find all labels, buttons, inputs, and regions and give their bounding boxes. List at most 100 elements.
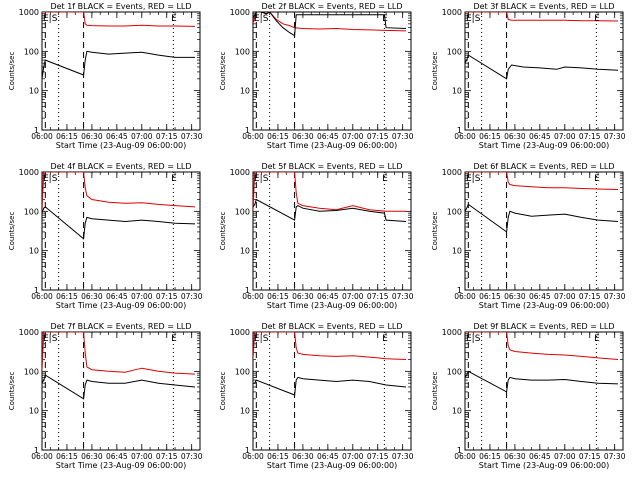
panel-title: Det 8f BLACK = Events, RED = LLD xyxy=(261,322,402,331)
x-tick-label: 07:00 xyxy=(554,132,576,141)
x-tick-label: 06:45 xyxy=(106,292,128,301)
x-tick-label: 06:15 xyxy=(56,292,78,301)
y-tick-label: 1000 xyxy=(442,328,462,337)
x-tick-label: 07:30 xyxy=(392,292,414,301)
y-axis-label: Counts/sec xyxy=(8,52,16,91)
event-marker-label: E|S xyxy=(254,334,269,344)
event-marker-label: E|S xyxy=(254,174,269,184)
x-tick-label: 06:45 xyxy=(529,292,551,301)
x-axis-label: Start Time (23-Aug-09 06:00:00) xyxy=(56,461,187,470)
plot-frame xyxy=(41,171,201,291)
y-axis-label: Counts/sec xyxy=(431,372,439,411)
x-tick-label: 07:30 xyxy=(181,452,203,461)
x-tick-label: 06:15 xyxy=(56,452,78,461)
series-line-events xyxy=(42,374,196,400)
series-line-lld xyxy=(465,332,619,360)
panel-title: Det 7f BLACK = Events, RED = LLD xyxy=(50,322,191,331)
x-tick-label: 06:30 xyxy=(504,132,526,141)
panel-det-3f: Det 3f BLACK = Events, RED = LLD 1 10 100 10… xyxy=(431,2,626,150)
x-axis-label: Start Time (23-Aug-09 06:00:00) xyxy=(56,301,187,310)
series-line-lld xyxy=(465,12,619,22)
x-tick-label: 06:00 xyxy=(454,292,476,301)
event-marker-label: E xyxy=(382,334,388,344)
x-tick-label: 07:15 xyxy=(367,452,389,461)
x-tick-label: 06:00 xyxy=(31,292,53,301)
event-marker-label: E|S xyxy=(254,14,269,24)
y-axis-label: Counts/sec xyxy=(219,52,227,91)
event-marker-label: E|S xyxy=(466,14,481,24)
y-tick-label: 100 xyxy=(447,47,462,56)
y-axis-label: Counts/sec xyxy=(219,212,227,251)
y-tick-label: 1 xyxy=(245,286,250,295)
panel-title: Det 9f BLACK = Events, RED = LLD xyxy=(473,322,614,331)
event-marker-label: E|S xyxy=(43,14,58,24)
x-axis-label: Start Time (23-Aug-09 06:00:00) xyxy=(267,461,398,470)
panel-det-2f: Det 2f BLACK = Events, RED = LLD 1 10 100 10… xyxy=(219,2,414,150)
x-tick-label: 07:00 xyxy=(554,452,576,461)
x-tick-label: 06:15 xyxy=(267,292,289,301)
plot-frame xyxy=(464,171,624,291)
series-line-events xyxy=(253,376,407,396)
y-tick-label: 10 xyxy=(240,87,250,96)
x-tick-label: 06:30 xyxy=(81,132,103,141)
y-tick-label: 100 xyxy=(447,207,462,216)
x-tick-label: 06:45 xyxy=(317,132,339,141)
plot-frame xyxy=(464,11,624,131)
panel-det-6f: Det 6f BLACK = Events, RED = LLD 1 10 100 10… xyxy=(431,162,626,310)
x-axis-label: Start Time (23-Aug-09 06:00:00) xyxy=(267,141,398,150)
x-tick-label: 06:00 xyxy=(454,452,476,461)
x-tick-label: 06:30 xyxy=(292,452,314,461)
y-tick-label: 1 xyxy=(34,286,39,295)
y-axis-label: Counts/sec xyxy=(431,52,439,91)
event-marker-label: E xyxy=(171,14,177,24)
panel-det-8f: Det 8f BLACK = Events, RED = LLD 1 10 100 10… xyxy=(219,322,414,470)
y-tick-label: 1000 xyxy=(19,8,39,17)
event-marker-label: E xyxy=(594,174,600,184)
event-marker-label: E xyxy=(594,334,600,344)
y-tick-label: 100 xyxy=(24,47,39,56)
plot-frame xyxy=(464,331,624,451)
y-tick-label: 1000 xyxy=(19,168,39,177)
x-tick-label: 07:15 xyxy=(367,292,389,301)
x-tick-label: 06:45 xyxy=(529,132,551,141)
y-tick-label: 100 xyxy=(235,367,250,376)
x-tick-label: 06:00 xyxy=(242,452,264,461)
x-tick-label: 07:15 xyxy=(156,132,178,141)
series-line-lld xyxy=(465,172,619,190)
event-marker-label: E|S xyxy=(43,174,58,184)
y-tick-label: 10 xyxy=(452,247,462,256)
x-tick-label: 06:30 xyxy=(292,292,314,301)
y-tick-label: 100 xyxy=(24,367,39,376)
series-line-lld xyxy=(42,332,196,375)
series-line-events xyxy=(465,203,619,233)
x-tick-label: 06:45 xyxy=(529,452,551,461)
y-tick-label: 10 xyxy=(29,407,39,416)
event-marker-label: E xyxy=(382,174,388,184)
event-marker-label: E xyxy=(171,334,177,344)
event-marker-label: E|S xyxy=(466,174,481,184)
x-axis-label: Start Time (23-Aug-09 06:00:00) xyxy=(267,301,398,310)
series-line-lld xyxy=(42,12,196,27)
y-tick-label: 1 xyxy=(457,446,462,455)
x-tick-label: 07:15 xyxy=(367,132,389,141)
panel-title: Det 2f BLACK = Events, RED = LLD xyxy=(261,2,402,11)
x-tick-label: 06:45 xyxy=(106,452,128,461)
y-axis-label: Counts/sec xyxy=(8,212,16,251)
x-tick-label: 06:15 xyxy=(267,452,289,461)
series-line-events xyxy=(253,198,407,222)
x-tick-label: 06:00 xyxy=(454,132,476,141)
event-marker-label: E xyxy=(594,14,600,24)
series-line-events xyxy=(42,206,196,240)
y-tick-label: 10 xyxy=(452,87,462,96)
x-tick-label: 07:00 xyxy=(342,132,364,141)
x-tick-label: 06:30 xyxy=(504,292,526,301)
panel-title: Det 3f BLACK = Events, RED = LLD xyxy=(473,2,614,11)
y-tick-label: 100 xyxy=(447,367,462,376)
x-tick-label: 07:30 xyxy=(181,292,203,301)
panel-det-4f: Det 4f BLACK = Events, RED = LLD 1 10 100 10… xyxy=(8,162,203,310)
x-tick-label: 07:00 xyxy=(342,292,364,301)
y-axis-label: Counts/sec xyxy=(8,372,16,411)
x-tick-label: 07:15 xyxy=(579,452,601,461)
panel-det-5f: Det 5f BLACK = Events, RED = LLD 1 10 100 10… xyxy=(219,162,414,310)
